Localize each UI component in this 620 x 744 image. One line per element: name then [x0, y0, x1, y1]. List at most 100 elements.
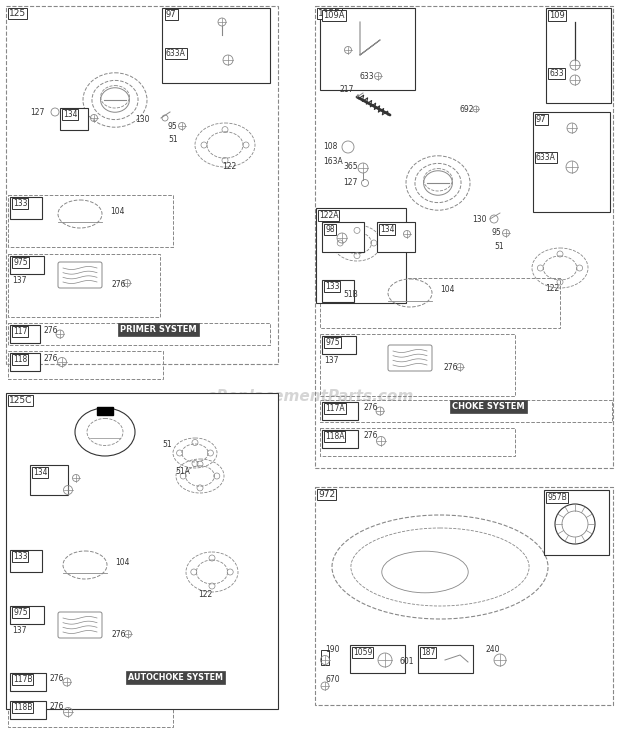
Text: 97: 97 [166, 10, 177, 19]
Text: 122: 122 [545, 284, 559, 293]
Bar [320, 334, 515, 396]
Bar [10, 550, 42, 572]
Text: 130: 130 [472, 215, 487, 224]
Text: 51: 51 [168, 135, 177, 144]
Bar [8, 604, 160, 667]
Text: eReplacementParts.com: eReplacementParts.com [206, 390, 414, 405]
Bar [322, 430, 358, 448]
Bar [30, 465, 68, 495]
Text: 276: 276 [363, 431, 378, 440]
Text: 118A: 118A [325, 432, 345, 441]
Text: 118B: 118B [13, 703, 32, 712]
Text: 127: 127 [30, 108, 45, 117]
Text: 122: 122 [222, 162, 236, 171]
Bar [8, 548, 183, 598]
Text: 117: 117 [13, 327, 27, 336]
Bar [322, 402, 358, 420]
Text: 127: 127 [343, 178, 357, 187]
Text: 633A: 633A [166, 49, 186, 58]
Bar [6, 393, 278, 709]
Text: 1059: 1059 [353, 648, 373, 657]
Bar [6, 6, 278, 364]
Bar [10, 701, 46, 719]
Bar [10, 353, 40, 371]
Text: 190: 190 [325, 645, 340, 654]
Text: 133: 133 [13, 552, 27, 561]
Bar [322, 336, 356, 354]
Text: 972: 972 [318, 490, 335, 499]
Bar [10, 606, 44, 624]
Text: 134: 134 [380, 225, 394, 234]
Text: 692: 692 [460, 105, 474, 114]
Bar [320, 8, 415, 90]
Bar [8, 195, 173, 247]
Text: 133: 133 [325, 282, 340, 291]
Text: 104: 104 [440, 285, 454, 294]
Text: 670: 670 [325, 675, 340, 684]
Text: 276: 276 [44, 354, 58, 363]
Bar [350, 645, 405, 673]
Text: 137: 137 [12, 626, 27, 635]
Text: 365: 365 [343, 162, 358, 171]
Bar [546, 8, 611, 103]
Bar [8, 671, 276, 693]
Text: 125C: 125C [9, 396, 32, 405]
Text: 276: 276 [444, 363, 459, 372]
Bar [320, 428, 515, 456]
Bar [316, 208, 406, 303]
Bar [10, 256, 44, 274]
Bar [322, 280, 354, 302]
Text: 276: 276 [363, 403, 378, 412]
Text: 130: 130 [135, 115, 149, 124]
Text: 95: 95 [168, 122, 178, 131]
Text: 975: 975 [325, 338, 340, 347]
Text: 633: 633 [549, 69, 564, 78]
Text: 51A: 51A [175, 467, 190, 476]
Text: 95: 95 [492, 228, 502, 237]
Bar [322, 222, 364, 252]
Text: 601: 601 [400, 657, 415, 666]
Text: 276: 276 [44, 326, 58, 335]
Text: 276: 276 [50, 674, 64, 683]
Bar [8, 699, 173, 727]
Bar [10, 325, 40, 343]
Text: 975: 975 [13, 258, 28, 267]
Text: CHOKE SYSTEM: CHOKE SYSTEM [452, 402, 525, 411]
Text: 117A: 117A [325, 404, 345, 413]
Bar [8, 323, 270, 345]
Text: 633A: 633A [536, 153, 556, 162]
Text: 276: 276 [112, 280, 126, 289]
Bar [8, 351, 163, 379]
Text: 51: 51 [162, 440, 172, 449]
Text: 125B: 125B [318, 9, 341, 18]
Text: 276: 276 [50, 702, 64, 711]
Bar [60, 108, 88, 130]
Text: 957B: 957B [547, 493, 567, 502]
Bar [533, 112, 610, 212]
Text: 104: 104 [115, 558, 130, 567]
Bar [418, 645, 473, 673]
Bar [544, 490, 609, 555]
Text: 137: 137 [12, 276, 27, 285]
Text: 97: 97 [536, 115, 547, 124]
Text: 633: 633 [360, 72, 374, 81]
Bar [315, 487, 613, 705]
Text: 134: 134 [33, 468, 48, 477]
Bar [10, 673, 46, 691]
Text: 276: 276 [112, 630, 126, 639]
Text: 125: 125 [9, 9, 26, 18]
Text: 240: 240 [486, 645, 500, 654]
Text: 109: 109 [549, 11, 565, 20]
Bar [320, 278, 560, 328]
Text: 104: 104 [110, 207, 125, 216]
Bar [321, 650, 329, 665]
Text: 134: 134 [63, 110, 78, 119]
Text: AUTOCHOKE SYSTEM: AUTOCHOKE SYSTEM [128, 673, 223, 682]
Bar [377, 222, 415, 252]
Text: 51: 51 [494, 242, 503, 251]
Text: 137: 137 [324, 356, 339, 365]
Text: 163A: 163A [323, 157, 343, 166]
Text: 98: 98 [325, 225, 335, 234]
Text: 108: 108 [323, 142, 337, 151]
Text: 217: 217 [340, 85, 355, 94]
